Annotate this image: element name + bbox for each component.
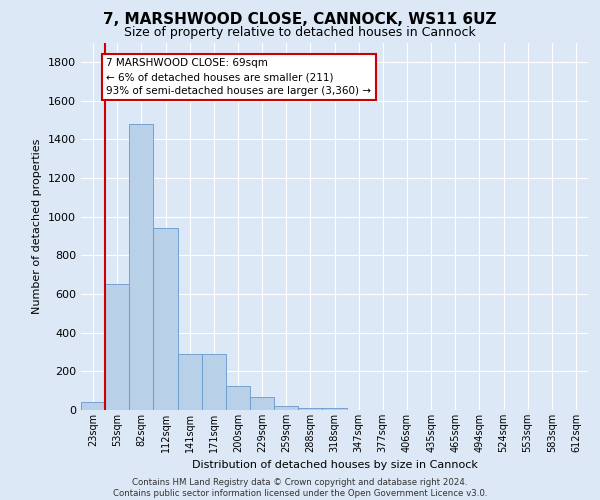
Bar: [81, 402, 105, 410]
Text: 7, MARSHWOOD CLOSE, CANNOCK, WS11 6UZ: 7, MARSHWOOD CLOSE, CANNOCK, WS11 6UZ: [103, 12, 497, 28]
Bar: [202, 354, 226, 410]
Bar: [105, 284, 129, 410]
Bar: [154, 228, 178, 410]
Text: 7 MARSHWOOD CLOSE: 69sqm
← 6% of detached houses are smaller (211)
93% of semi-d: 7 MARSHWOOD CLOSE: 69sqm ← 6% of detache…: [106, 58, 371, 96]
Bar: [274, 406, 298, 410]
X-axis label: Distribution of detached houses by size in Cannock: Distribution of detached houses by size …: [191, 460, 478, 470]
Bar: [250, 398, 274, 410]
Bar: [322, 408, 347, 410]
Bar: [178, 354, 202, 410]
Bar: [298, 408, 322, 410]
Bar: [129, 124, 154, 410]
Bar: [226, 386, 250, 410]
Y-axis label: Number of detached properties: Number of detached properties: [32, 138, 43, 314]
Text: Contains HM Land Registry data © Crown copyright and database right 2024.
Contai: Contains HM Land Registry data © Crown c…: [113, 478, 487, 498]
Text: Size of property relative to detached houses in Cannock: Size of property relative to detached ho…: [124, 26, 476, 39]
